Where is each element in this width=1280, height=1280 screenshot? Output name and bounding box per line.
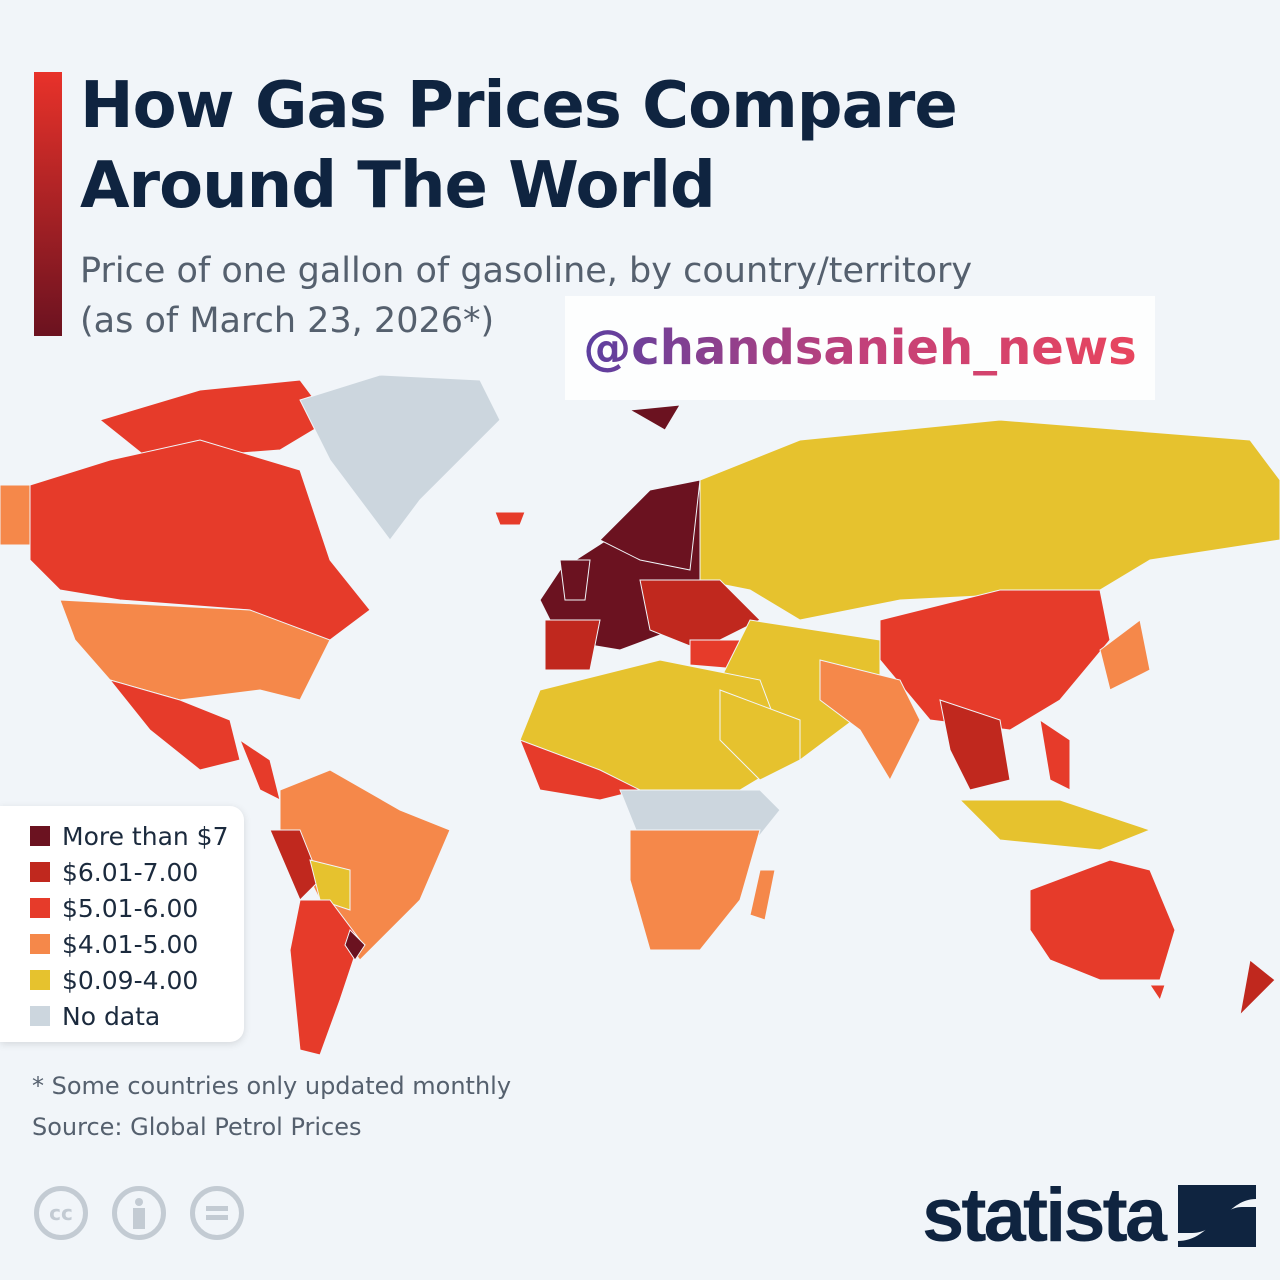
region-se-asia [939,699,1011,791]
region-india [819,659,921,782]
region-madagascar [749,869,776,921]
watermark: @chandsanieh_news [565,296,1155,400]
region-uruguay [344,929,366,961]
region-indonesia [958,799,1152,851]
legend-swatch [30,826,50,846]
region-alaska [0,484,31,546]
region-greenland [299,374,501,541]
legend: More than $7 $6.01-7.00 $5.01-6.00 $4.01… [0,806,244,1042]
source: Source: Global Petrol Prices [32,1113,362,1141]
region-mexico [108,679,241,771]
region-japan [1099,619,1151,691]
region-scandinavia [599,479,701,571]
region-arabia [719,689,801,781]
region-eastern-europe [639,579,761,651]
accent-bar [34,72,62,336]
region-tasmania [1149,984,1166,1002]
region-central-america [238,738,281,801]
legend-swatch [30,1006,50,1026]
cc-icon[interactable]: cc [34,1186,88,1240]
attribution-icon[interactable] [112,1186,166,1240]
region-uk [559,559,591,601]
region-new-zealand [1239,959,1276,1017]
region-usa [59,599,331,701]
region-iceland [494,511,526,526]
legend-swatch [30,934,50,954]
region-southern-africa [629,829,761,951]
region-australia [1029,859,1176,981]
region-svalbard [628,404,681,431]
statista-logo[interactable]: statista [922,1172,1257,1259]
page-title: How Gas Prices Compare Around The World [80,69,958,223]
legend-item: $0.09-4.00 [0,962,244,998]
region-argentina-chile [289,899,361,1056]
region-philippines [1039,718,1071,791]
legend-swatch [30,970,50,990]
legend-swatch [30,862,50,882]
region-bolivia [309,859,351,911]
legend-swatch [30,898,50,918]
region-iberia [544,619,601,671]
legend-item: $4.01-5.00 [0,926,244,962]
region-russia [699,419,1280,621]
region-west-africa [519,739,642,801]
legend-item: $5.01-6.00 [0,890,244,926]
footnote: * Some countries only updated monthly [32,1072,512,1100]
no-derivatives-icon[interactable] [190,1186,244,1240]
legend-item: $6.01-7.00 [0,854,244,890]
legend-item: No data [0,998,244,1034]
legend-item: More than $7 [0,818,244,854]
statista-mark-icon [1178,1184,1257,1247]
subtitle: Price of one gallon of gasoline, by coun… [80,251,973,341]
